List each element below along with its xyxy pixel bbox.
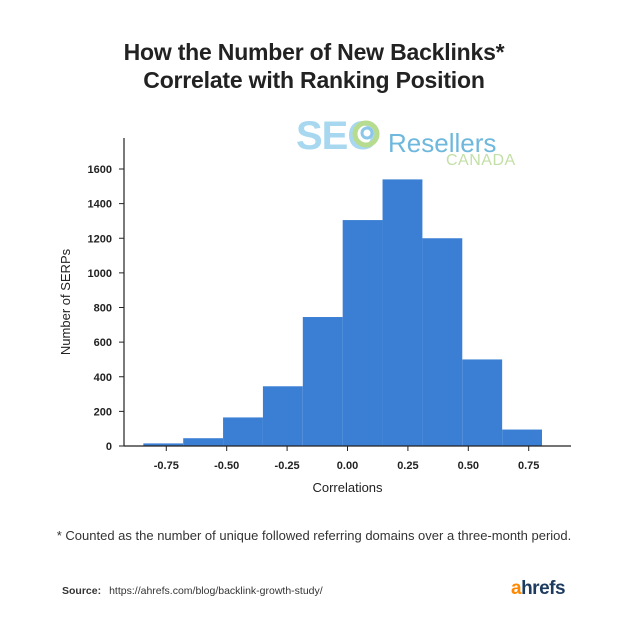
source-label: Source: bbox=[62, 585, 102, 597]
y-tick-label: 1600 bbox=[88, 164, 112, 176]
x-ticks-group: -0.75 -0.50 -0.25 0.00 0.25 0.50 0.75 bbox=[154, 446, 539, 472]
histogram-bar bbox=[143, 443, 184, 446]
chart-title-line2: Correlate with Ranking Position bbox=[143, 67, 485, 93]
x-tick-label: -0.25 bbox=[275, 460, 300, 472]
y-tick-label: 200 bbox=[94, 406, 112, 418]
x-tick-label: 0.25 bbox=[397, 460, 418, 472]
y-tick-label: 600 bbox=[94, 337, 112, 349]
x-tick-label: 0.50 bbox=[458, 460, 479, 472]
seo-resellers-logo: SEO Resellers CANADA bbox=[296, 112, 520, 172]
x-axis-label: Correlations bbox=[312, 480, 383, 495]
x-tick-label: 0.00 bbox=[337, 460, 358, 472]
histogram-bar bbox=[462, 359, 503, 446]
bars-group bbox=[143, 179, 543, 446]
y-tick-label: 800 bbox=[94, 303, 112, 315]
footnote: * Counted as the number of unique follow… bbox=[56, 528, 572, 543]
histogram-bar bbox=[502, 429, 543, 446]
ahrefs-logo: ahrefs bbox=[511, 578, 566, 600]
x-tick-label: 0.75 bbox=[518, 460, 539, 472]
histogram-bar bbox=[262, 386, 303, 446]
y-axis-label: Number of SERPs bbox=[58, 248, 73, 355]
y-ticks-group: 0 200 400 600 800 1000 1200 1400 1600 bbox=[88, 164, 124, 453]
y-tick-label: 1400 bbox=[88, 199, 112, 211]
source-url[interactable]: https://ahrefs.com/blog/backlink-growth-… bbox=[109, 585, 323, 597]
histogram-bar bbox=[422, 238, 463, 446]
y-tick-label: 400 bbox=[94, 372, 112, 384]
histogram-bar bbox=[223, 417, 263, 446]
y-tick-label: 1200 bbox=[88, 233, 112, 245]
logo-canada-text: CANADA bbox=[446, 152, 516, 169]
source-line: Source: https://ahrefs.com/blog/backlink-… bbox=[62, 585, 323, 597]
x-tick-label: -0.50 bbox=[214, 460, 239, 472]
chart-title-line1: How the Number of New Backlinks* bbox=[123, 39, 505, 65]
histogram-bar bbox=[382, 179, 423, 446]
ahrefs-logo-a: a bbox=[511, 578, 522, 599]
chart-title: How the Number of New Backlinks* Correla… bbox=[0, 38, 628, 94]
ahrefs-logo-rest: hrefs bbox=[521, 578, 566, 599]
logo-swirl-icon bbox=[352, 120, 380, 148]
x-tick-label: -0.75 bbox=[154, 460, 179, 472]
y-tick-label: 0 bbox=[106, 441, 112, 453]
histogram-bar bbox=[342, 220, 383, 446]
logo-resellers-text: Resellers bbox=[388, 128, 497, 158]
histogram-bar bbox=[183, 438, 224, 446]
histogram-bar bbox=[302, 317, 343, 446]
y-tick-label: 1000 bbox=[88, 268, 112, 280]
